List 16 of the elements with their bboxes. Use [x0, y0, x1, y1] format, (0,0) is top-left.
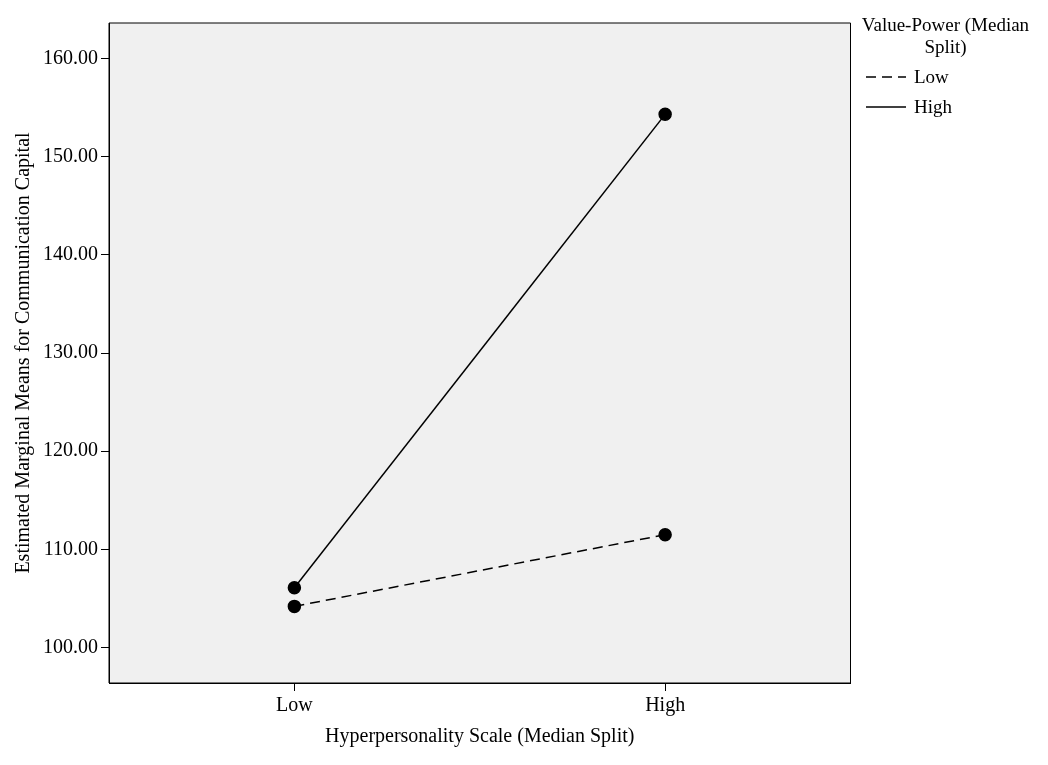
x-axis-title: Hyperpersonality Scale (Median Split) — [325, 724, 635, 748]
y-tick-label: 120.00 — [43, 438, 98, 461]
y-tick-label: 140.00 — [43, 242, 98, 265]
y-axis-title: Estimated Marginal Means for Communication Capital — [11, 131, 35, 574]
point — [287, 599, 302, 614]
point — [658, 107, 672, 122]
legend-title: Value-Power (Median Split) — [860, 14, 1031, 58]
y-tick-label: 110.00 — [43, 536, 98, 559]
legend-label: High — [914, 96, 952, 118]
point — [287, 580, 302, 595]
y-tick-label: 100.00 — [43, 634, 98, 657]
legend-label: Low — [914, 66, 949, 88]
y-tick-label: 150.00 — [43, 143, 98, 166]
y-tick-label: 130.00 — [43, 340, 98, 363]
y-tick-label: 160.00 — [43, 45, 98, 68]
point — [658, 527, 672, 542]
